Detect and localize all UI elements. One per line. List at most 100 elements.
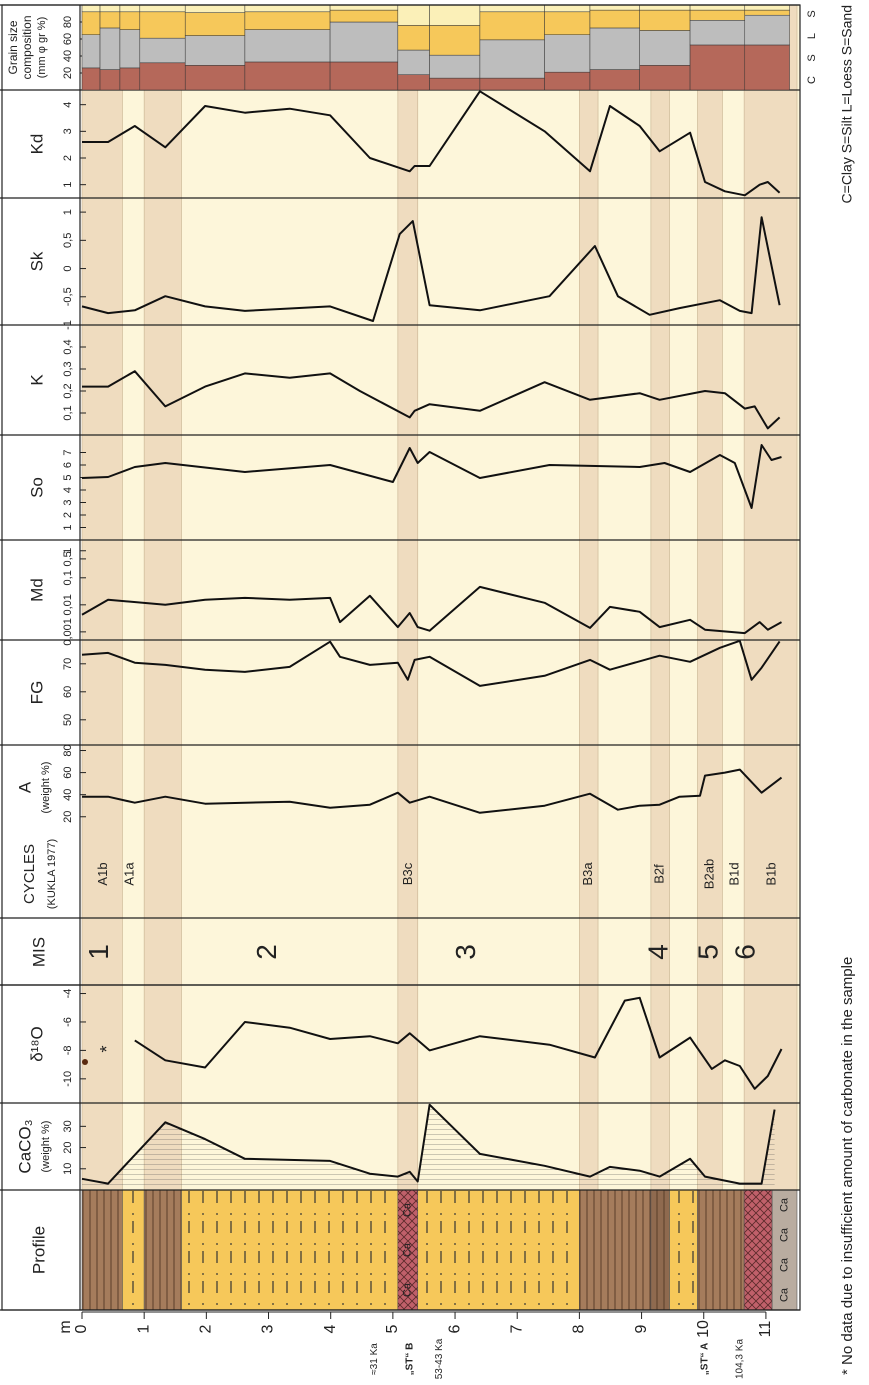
grain-segment — [544, 34, 591, 73]
tick-label: 5 — [62, 474, 74, 480]
grain-segment — [544, 71, 591, 91]
grain-segment — [689, 9, 746, 21]
profile-label: Ca — [778, 1287, 790, 1302]
grain-segment — [479, 11, 545, 41]
tick-label: 1 — [62, 548, 74, 554]
depth-tick-label: 6 — [446, 1324, 463, 1333]
panel-title: Profile — [29, 1226, 48, 1274]
tick-label: -8 — [62, 1046, 74, 1056]
panel-title: Kd — [27, 134, 46, 155]
tick-label: 80 — [62, 16, 74, 28]
tick-label: 20 — [62, 1141, 74, 1153]
profile-label: Ca — [402, 1242, 414, 1257]
tick-label: 1 — [62, 182, 74, 188]
grain-segment — [99, 4, 121, 13]
depth-tick-label: 7 — [508, 1324, 525, 1333]
profile-pattern — [397, 1190, 418, 1310]
profile-pattern — [417, 1190, 580, 1310]
tick-label: 6 — [62, 462, 74, 468]
tick-label: 0,001 — [62, 618, 74, 646]
grain-segment — [397, 49, 430, 75]
grain-segment — [589, 27, 640, 70]
tick-label: 80 — [62, 744, 74, 756]
grain-segment — [139, 37, 186, 64]
grain-segment — [329, 4, 399, 11]
legend-entry: C — [806, 76, 818, 84]
profile-pattern — [697, 1190, 745, 1310]
depth-annotation: ≈31 Ka — [369, 1343, 380, 1375]
tick-label: 2 — [62, 512, 74, 518]
line — [81, 639, 781, 687]
mis-label: 4 — [643, 944, 674, 960]
grain-segment — [744, 4, 790, 11]
depth-tick-label: 10 — [695, 1320, 712, 1338]
grain-segment — [397, 74, 430, 91]
grain-segment — [139, 62, 186, 91]
depth-tick-label: 4 — [322, 1324, 339, 1333]
grain-segment — [544, 11, 591, 35]
depth-annotation: „ST“ B — [404, 1343, 415, 1376]
tick-label: 60 — [62, 686, 74, 698]
tick-label: 20 — [62, 67, 74, 79]
footnote: * No data due to insufficient amount of … — [839, 957, 856, 1375]
grain-segment — [744, 44, 790, 91]
cycle-band — [397, 4, 419, 1191]
cycle-label: B2f — [652, 864, 667, 884]
tick-label: 7 — [62, 449, 74, 455]
panel-title: FG — [27, 681, 46, 705]
marker-dot — [82, 1059, 88, 1065]
line — [81, 216, 781, 322]
tick-label: -6 — [62, 1017, 74, 1027]
cycle-label: A1b — [95, 862, 110, 885]
tick-label: 60 — [62, 766, 74, 778]
grain-segment — [81, 4, 101, 13]
depth-annotation: 104,3 Ka — [734, 1339, 745, 1379]
grain-segment — [639, 30, 691, 66]
panel-title: CYCLES — [21, 844, 38, 904]
profile-label: Ca — [402, 1202, 414, 1217]
profile-pattern — [181, 1190, 398, 1310]
figure-body: m0 1 2 3 4 5 6 7 8 9 10 11≈31 Ka „ST“ B 53-43 Ka „ST“ … — [0, 4, 856, 1379]
line — [82, 370, 781, 430]
tick-label: 0,01 — [62, 594, 74, 615]
tick-label: 3 — [62, 128, 74, 134]
cycle-band — [697, 4, 723, 1191]
grain-segment — [544, 4, 591, 13]
mis-label: 2 — [251, 944, 282, 960]
panel-subtitle: (mm φ gr %) — [36, 17, 48, 79]
cycle-band — [743, 4, 798, 1191]
mis-label: 5 — [692, 944, 723, 960]
line — [82, 90, 781, 197]
grain-segment — [744, 9, 790, 16]
grain-segment — [689, 4, 746, 11]
grain-segment — [99, 11, 121, 29]
profile-pattern — [579, 1190, 651, 1310]
legend-entry: S — [806, 54, 818, 61]
grain-segment — [744, 14, 790, 46]
grain-segment — [589, 4, 640, 11]
profile-pattern — [82, 1190, 123, 1310]
tick-label: 20 — [62, 811, 74, 823]
grain-segment — [81, 11, 101, 35]
grain-segment — [689, 44, 746, 91]
line — [81, 444, 782, 509]
depth-annotation: 53-43 Ka — [434, 1338, 445, 1379]
tick-label: 0 — [62, 265, 74, 271]
grain-segment — [244, 4, 331, 13]
tick-label: 3 — [62, 499, 74, 505]
tick-label: -10 — [62, 1071, 74, 1087]
depth-annotation: „ST“ A — [700, 1343, 711, 1375]
cycle-label: B3a — [580, 862, 595, 886]
cycle-band — [650, 4, 670, 1191]
tick-label: -4 — [62, 989, 74, 999]
cycle-band — [143, 4, 182, 1191]
profile-pattern — [650, 1190, 670, 1310]
tick-label: 0,1 — [62, 570, 74, 585]
grain-segment — [639, 9, 691, 31]
cycle-label: B1d — [726, 862, 741, 885]
tick-label: 1 — [62, 209, 74, 215]
line — [82, 768, 783, 814]
tick-label: 4 — [62, 102, 74, 108]
depth-tick-label: 9 — [633, 1324, 650, 1333]
grain-segment — [119, 67, 141, 91]
